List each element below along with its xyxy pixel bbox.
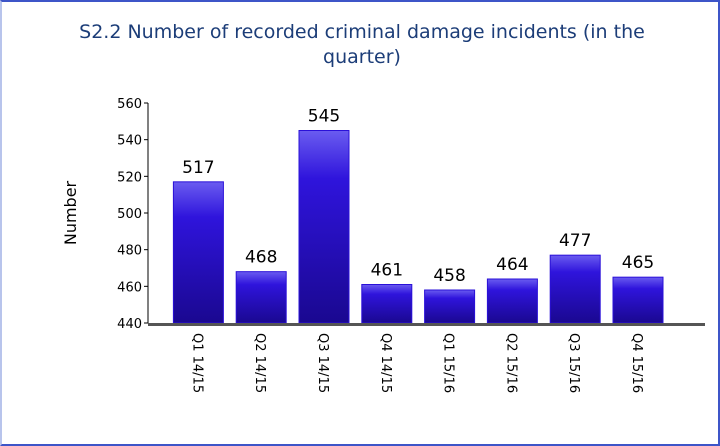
bar <box>172 181 224 324</box>
x-tick-label: Q1 15/16 <box>441 333 456 393</box>
value-label: 464 <box>496 255 528 275</box>
bar <box>361 284 413 324</box>
y-tick-label: 500 <box>117 207 142 222</box>
y-tick-label: 540 <box>117 134 142 149</box>
x-tick-label: Q3 14/15 <box>315 333 330 393</box>
bar <box>549 254 601 324</box>
value-label: 461 <box>371 261 403 281</box>
x-axis <box>148 323 705 326</box>
value-label: 517 <box>182 158 214 178</box>
y-tick-label: 480 <box>117 244 142 259</box>
y-axis-label: Number <box>61 180 80 245</box>
y-tick-label: 460 <box>117 280 142 295</box>
y-tick-label: 440 <box>117 317 142 332</box>
x-tick-label: Q4 15/16 <box>629 333 644 393</box>
value-label: 465 <box>622 253 654 273</box>
value-label: 458 <box>433 266 465 286</box>
x-tick-label: Q4 14/15 <box>378 333 393 393</box>
y-tick-label: 520 <box>117 170 142 185</box>
value-label: 468 <box>245 248 277 268</box>
x-tick-label: Q2 15/16 <box>503 333 518 393</box>
bar <box>298 130 350 324</box>
value-label: 477 <box>559 231 591 251</box>
bar <box>424 289 476 324</box>
x-tick-label: Q3 15/16 <box>566 333 581 393</box>
x-tick-label: Q2 14/15 <box>252 333 267 393</box>
bar <box>612 276 664 324</box>
value-label: 545 <box>308 107 340 127</box>
x-tick-label: Q1 14/15 <box>189 333 204 393</box>
y-tick-label: 560 <box>117 97 142 112</box>
bar <box>235 271 287 324</box>
bar <box>486 278 538 324</box>
chart-title: S2.2 Number of recorded criminal damage … <box>79 21 645 68</box>
